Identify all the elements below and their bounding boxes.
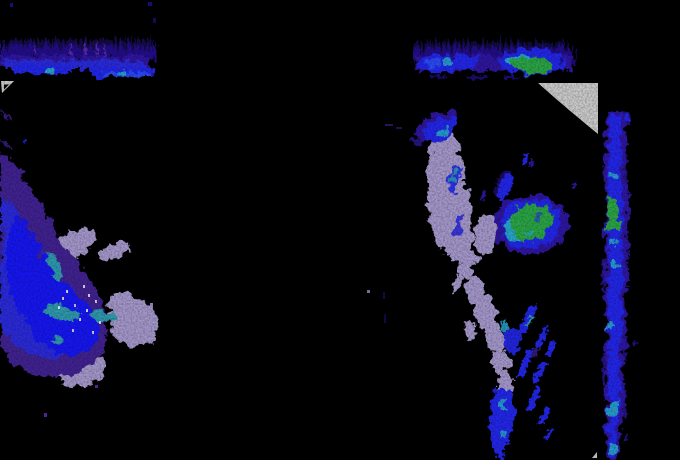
radar-display	[0, 0, 680, 460]
noise-overlay	[0, 0, 680, 460]
radar-canvas	[0, 0, 680, 460]
